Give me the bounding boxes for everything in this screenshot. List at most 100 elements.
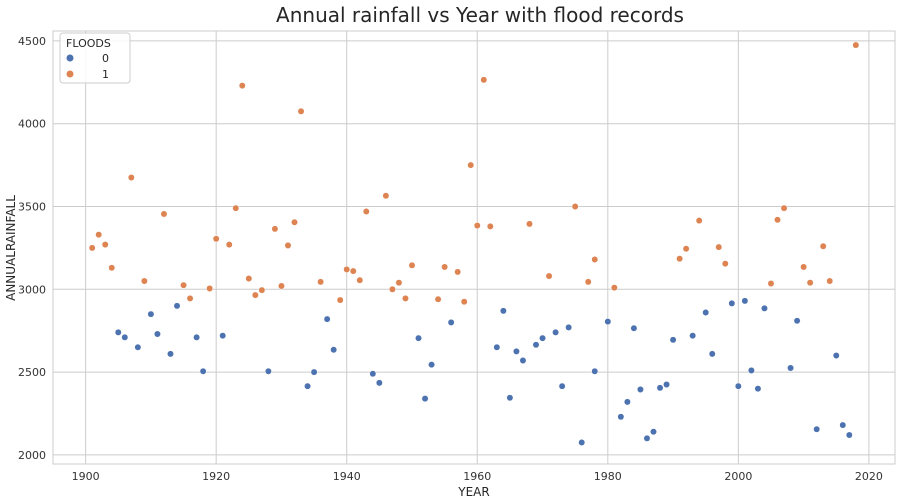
data-point-series-1 [454, 268, 462, 276]
data-point-series-0 [656, 384, 664, 392]
data-point-series-1 [251, 291, 259, 299]
data-point-series-1 [206, 285, 214, 292]
data-point-series-1 [95, 231, 103, 239]
data-point-series-0 [565, 323, 573, 331]
data-point-series-1 [545, 272, 553, 280]
data-point-series-1 [800, 263, 808, 271]
data-point-series-1 [180, 281, 187, 289]
data-point-series-1 [460, 298, 468, 306]
data-point-series-0 [845, 431, 853, 439]
y-tick-label: 2500 [18, 366, 46, 379]
data-point-series-0 [604, 318, 612, 326]
x-tick-label: 1960 [463, 470, 491, 483]
data-point-series-0 [134, 343, 142, 351]
data-point-series-1 [806, 279, 814, 287]
data-point-series-0 [689, 332, 697, 340]
data-point-series-0 [552, 328, 560, 336]
data-point-series-0 [734, 382, 742, 390]
data-point-series-0 [147, 310, 155, 318]
data-point-series-0 [761, 304, 768, 312]
data-point-series-1 [767, 280, 775, 287]
data-point-series-0 [415, 334, 422, 342]
data-point-series-1 [160, 210, 168, 218]
data-point-series-1 [441, 263, 449, 271]
x-tick-label: 1940 [333, 470, 361, 483]
data-point-series-0 [447, 318, 455, 326]
data-point-series-0 [153, 330, 161, 338]
data-point-series-0 [519, 357, 527, 364]
y-tick-label: 3000 [18, 283, 46, 296]
data-point-series-1 [610, 284, 618, 292]
x-tick-label: 1980 [594, 470, 622, 483]
data-point-series-0 [193, 333, 201, 341]
data-point-series-1 [238, 82, 246, 90]
y-tick-label: 4000 [18, 118, 46, 131]
data-point-series-1 [584, 278, 592, 286]
data-point-series-1 [186, 294, 194, 302]
data-point-series-0 [310, 368, 318, 376]
y-tick-label: 2000 [18, 449, 46, 462]
data-point-series-0 [532, 341, 540, 349]
chart-title: Annual rainfall vs Year with flood recor… [276, 3, 684, 27]
data-point-series-0 [506, 394, 514, 402]
data-point-series-1 [317, 278, 325, 286]
data-point-series-1 [140, 277, 148, 285]
data-point-series-1 [349, 267, 357, 275]
data-point-series-0 [304, 382, 312, 390]
data-point-series-0 [264, 367, 272, 375]
x-tick-label: 1900 [72, 470, 100, 483]
data-point-series-1 [526, 220, 533, 228]
data-point-series-1 [826, 277, 834, 285]
y-tick-label: 4500 [18, 35, 46, 48]
data-point-series-1 [232, 204, 240, 212]
data-point-series-1 [291, 218, 298, 226]
data-point-series-1 [108, 264, 116, 272]
y-axis-title: ANNUALRAINFALL [4, 195, 18, 301]
legend: FLOODS 0 1 [59, 32, 131, 84]
x-tick-label: 2000 [724, 470, 752, 483]
data-point-series-0 [747, 366, 755, 374]
data-point-series-0 [199, 367, 207, 375]
data-point-series-0 [499, 307, 507, 315]
data-point-series-1 [212, 235, 220, 243]
data-point-series-1 [434, 295, 442, 303]
data-point-series-1 [819, 242, 827, 250]
data-point-series-1 [388, 285, 396, 293]
data-point-series-0 [669, 336, 677, 344]
data-point-series-1 [382, 192, 390, 200]
data-point-series-0 [173, 302, 181, 310]
data-point-series-0 [121, 333, 129, 341]
data-point-series-1 [571, 203, 579, 210]
data-point-series-1 [682, 245, 690, 253]
data-point-series-1 [408, 261, 416, 269]
data-points [88, 41, 860, 446]
data-point-series-0 [708, 350, 716, 358]
data-point-series-1 [486, 222, 494, 230]
x-tick-label: 1920 [202, 470, 230, 483]
data-point-series-1 [271, 225, 279, 233]
data-point-series-0 [617, 413, 625, 421]
data-point-series-0 [741, 297, 749, 305]
legend-box [59, 32, 131, 84]
data-point-series-0 [512, 347, 520, 355]
data-point-series-0 [428, 361, 436, 369]
data-point-series-1 [284, 241, 292, 249]
data-point-series-1 [245, 275, 253, 282]
data-point-series-0 [114, 328, 122, 336]
data-point-series-1 [676, 255, 684, 263]
y-tick-label: 3500 [18, 201, 46, 214]
data-point-series-1 [258, 286, 266, 294]
data-point-series-1 [480, 76, 488, 84]
data-point-series-0 [754, 385, 762, 393]
data-point-series-0 [787, 364, 795, 372]
data-point-series-0 [591, 367, 599, 375]
data-point-series-1 [591, 256, 599, 263]
data-point-series-1 [402, 294, 409, 302]
data-point-series-0 [623, 398, 631, 406]
plot-frame [52, 30, 896, 465]
tick-labels: 1900 1920 1940 1960 1980 2000 2020 2000 2500 3000… [18, 35, 883, 483]
data-point-series-0 [219, 332, 227, 340]
data-point-series-0 [663, 381, 671, 388]
grid [53, 31, 895, 464]
